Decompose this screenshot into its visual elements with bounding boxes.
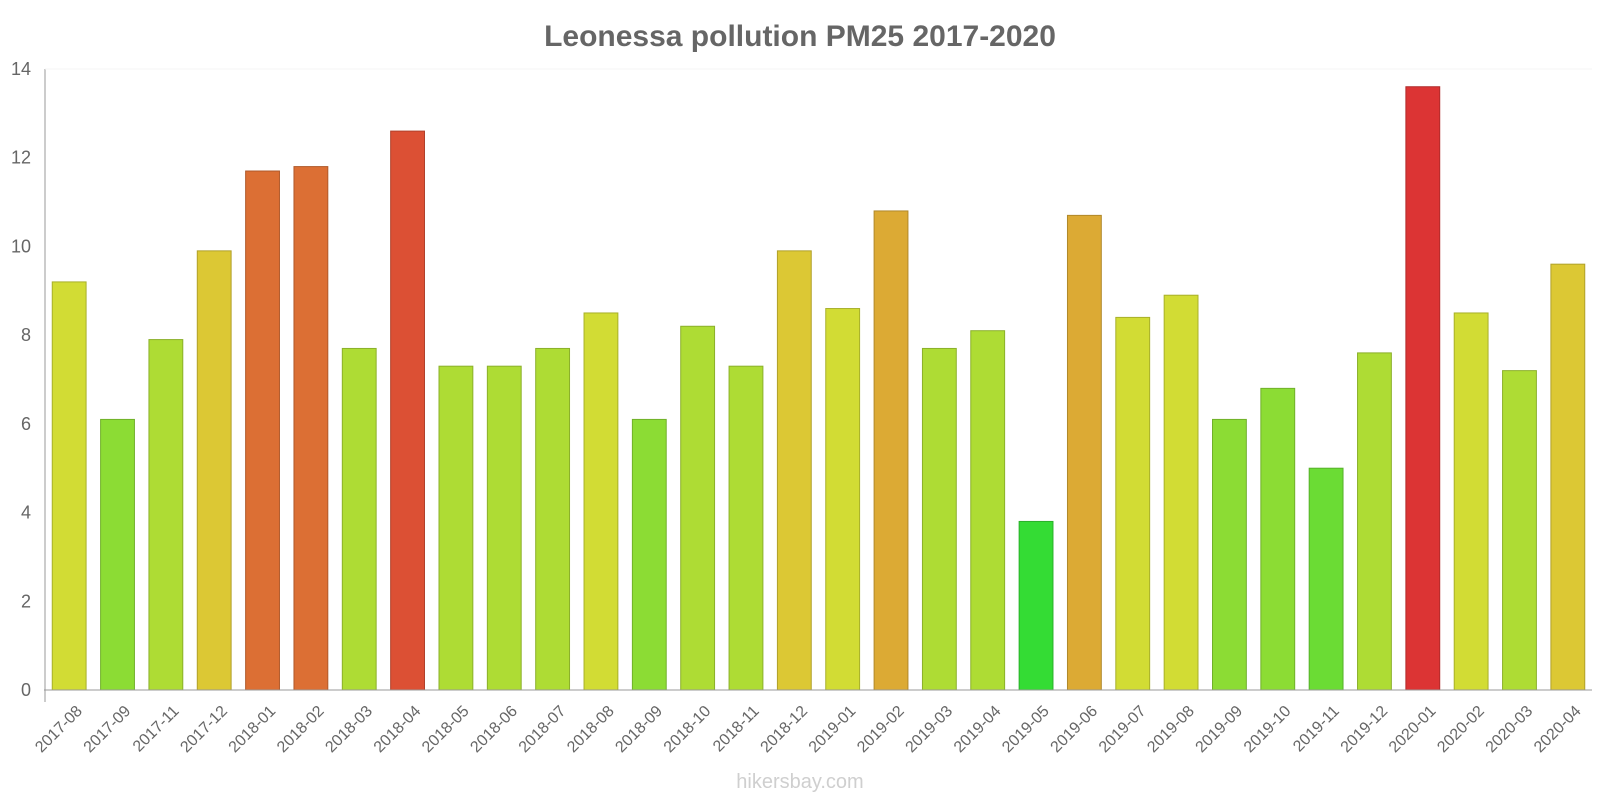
x-tick-label: 2019-10 (1241, 703, 1295, 757)
x-tick-label: 2019-05 (999, 703, 1053, 757)
x-tick-label: 2017-08 (32, 703, 86, 757)
bar-2018-11 (728, 365, 764, 691)
bar-2019-02 (873, 210, 909, 691)
bar-2020-02 (1453, 312, 1489, 691)
bar-2018-05 (438, 365, 474, 691)
y-tick-label: 10 (11, 236, 31, 256)
bar-2017-09 (100, 418, 135, 691)
x-tick-label: 2018-08 (564, 703, 618, 757)
x-tick-label: 2018-06 (467, 703, 521, 757)
bar-2019-03 (921, 347, 957, 691)
x-tick-label: 2017-11 (130, 703, 183, 756)
x-tick-label: 2019-07 (1096, 703, 1150, 757)
bar-2018-07 (535, 347, 571, 691)
bar-2018-08 (583, 312, 619, 691)
bar-2020-01 (1405, 86, 1441, 691)
x-tick-label: 2019-02 (854, 703, 908, 757)
bar-2018-10 (680, 325, 716, 691)
y-tick-label: 2 (21, 591, 31, 611)
x-tick-label: 2019-12 (1338, 703, 1392, 757)
bar-2019-09 (1212, 418, 1247, 691)
x-tick-label: 2018-12 (758, 703, 812, 757)
x-tick-label: 2019-04 (951, 703, 1005, 757)
x-tick-label: 2020-04 (1531, 703, 1585, 757)
x-tick-label: 2018-01 (226, 703, 280, 757)
bar-2018-09 (631, 418, 667, 691)
x-tick-label: 2018-10 (661, 703, 715, 757)
bar-2017-08 (51, 281, 87, 691)
x-tick-label: 2020-01 (1386, 703, 1440, 757)
chart-title: Leonessa pollution PM25 2017-2020 (544, 20, 1056, 53)
x-tick-label: 2020-02 (1434, 703, 1488, 757)
y-tick-label: 14 (11, 59, 31, 79)
x-tick-label: 2017-09 (81, 703, 135, 757)
y-tick-label: 0 (21, 680, 31, 700)
bar-2019-08 (1163, 294, 1199, 691)
x-tick-label: 2018-04 (371, 703, 425, 757)
x-tick-label: 2018-07 (516, 703, 570, 757)
x-tick-label: 2019-08 (1144, 703, 1198, 757)
x-tick-label: 2018-09 (613, 703, 667, 757)
bar-2018-03 (341, 347, 377, 691)
bar-2019-05 (1018, 520, 1054, 691)
y-tick-label: 8 (21, 325, 31, 345)
bar-2020-03 (1502, 370, 1537, 691)
x-tick-label: 2019-03 (903, 703, 957, 757)
x-tick-label: 2017-12 (177, 703, 231, 757)
y-tick-label: 4 (21, 503, 31, 523)
x-tick-label: 2019-06 (1048, 703, 1102, 757)
bar-2019-10 (1260, 387, 1296, 691)
bar-2019-01 (825, 308, 861, 691)
x-tick-label: 2018-02 (274, 703, 328, 757)
x-tick-label: 2020-03 (1483, 703, 1537, 757)
watermark: hikersbay.com (736, 771, 863, 793)
bar-2018-01 (245, 170, 280, 691)
x-tick-label: 2019-09 (1193, 703, 1247, 757)
bar-2018-06 (486, 365, 522, 691)
bar-2019-07 (1115, 316, 1151, 691)
bars (51, 86, 1586, 691)
bar-2019-12 (1357, 352, 1392, 691)
bar-2020-04 (1550, 263, 1586, 691)
bar-2018-04 (390, 130, 426, 691)
x-tick-label: 2018-03 (322, 703, 376, 757)
bar-2019-06 (1066, 214, 1102, 691)
y-tick-label: 6 (21, 414, 31, 434)
bar-2017-11 (148, 339, 184, 691)
x-axis: 2017-082017-092017-112017-122018-012018-… (32, 689, 1592, 757)
x-tick-label: 2019-01 (806, 703, 860, 757)
bar-2017-12 (196, 250, 232, 691)
y-tick-label: 12 (11, 148, 31, 168)
bar-2018-12 (776, 250, 812, 691)
x-tick-label: 2018-11 (710, 703, 763, 756)
x-tick-label: 2018-05 (419, 703, 473, 757)
bar-2019-04 (970, 330, 1006, 691)
x-tick-label: 2019-11 (1290, 703, 1343, 756)
bar-2019-11 (1308, 467, 1344, 691)
y-axis: 0 2 4 6 8 10 12 14 (11, 59, 1592, 702)
bar-2018-02 (293, 166, 329, 691)
